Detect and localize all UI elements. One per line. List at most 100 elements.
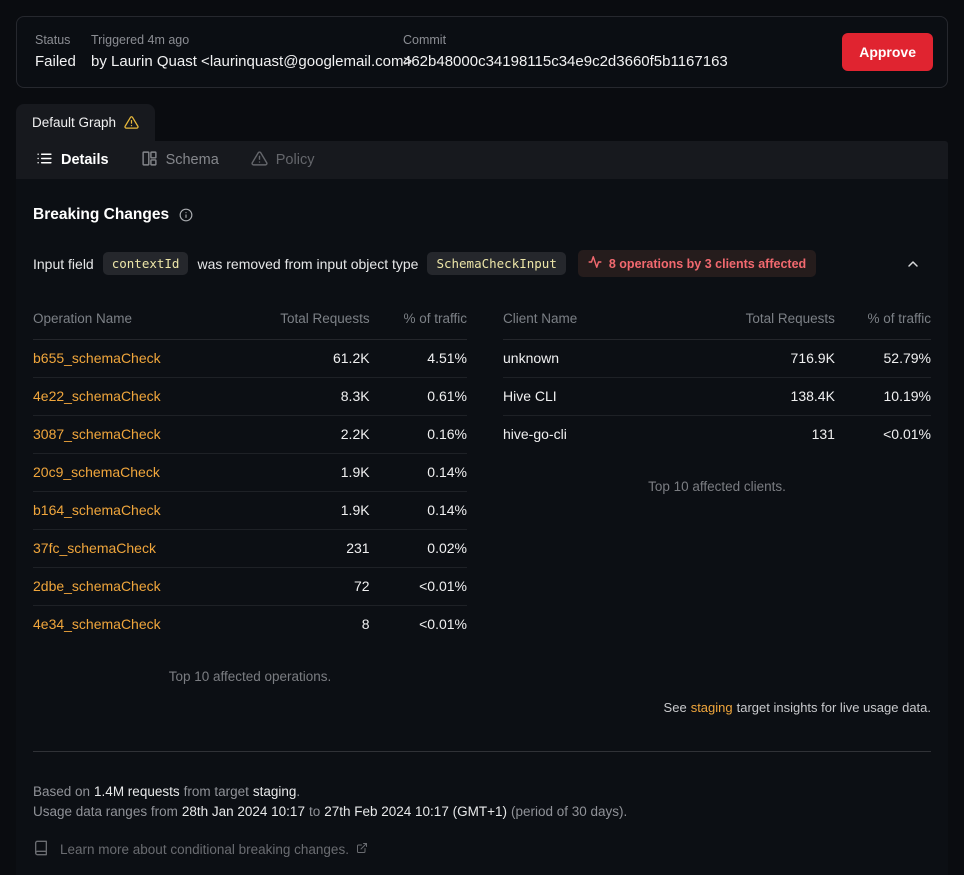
- tab-policy[interactable]: Policy: [251, 150, 314, 171]
- sentence-dot: .: [296, 784, 301, 799]
- target-name: staging: [252, 784, 297, 799]
- operations-col-name: Operation Name: [33, 311, 133, 326]
- operations-caption: Top 10 affected operations.: [168, 669, 332, 684]
- date-from: 28th Jan 2024 10:17: [181, 804, 305, 819]
- commit-hash: 462b48000c34198115c34e9c2d3660f5b1167163: [403, 52, 728, 70]
- client-row: Hive CLI 138.4K 10.19%: [503, 377, 931, 416]
- operations-table-body: b655_schemaCheck 61.2K 4.51% 4e22_schema…: [33, 339, 467, 644]
- breaking-changes-title: Breaking Changes: [33, 206, 170, 223]
- pulse-icon: [588, 255, 602, 272]
- operation-row: 2dbe_schemaCheck 72 <0.01%: [33, 567, 467, 606]
- requests-count: 1.4M requests: [94, 784, 180, 799]
- operation-traffic: 0.14%: [427, 502, 467, 518]
- operation-requests: 61.2K: [332, 350, 370, 366]
- from-target-text: from target: [183, 784, 249, 799]
- operation-link[interactable]: b164_schemaCheck: [33, 502, 161, 518]
- change-middle: was removed from input object type: [197, 255, 419, 272]
- clients-header-row: Client Name Total Requests % of traffic: [503, 299, 931, 340]
- operation-link[interactable]: b655_schemaCheck: [33, 350, 161, 366]
- status-group: Status Failed: [35, 32, 91, 73]
- client-traffic: 52.79%: [883, 350, 931, 366]
- book-icon: [33, 840, 49, 859]
- operation-requests: 8: [361, 616, 370, 632]
- insights-note: See staging target insights for live usa…: [33, 700, 931, 715]
- client-name: Hive CLI: [503, 388, 557, 404]
- info-icon[interactable]: [179, 208, 193, 222]
- schema-icon: [141, 150, 158, 171]
- operation-traffic: 4.51%: [427, 350, 467, 366]
- based-prefix: Based on: [33, 784, 91, 799]
- check-header-card: Status Failed Triggered 4m ago by Laurin…: [16, 16, 948, 88]
- operation-traffic: 0.14%: [427, 464, 467, 480]
- operation-link[interactable]: 4e34_schemaCheck: [33, 616, 161, 632]
- operation-row: b655_schemaCheck 61.2K 4.51%: [33, 339, 467, 378]
- check-tab-bar: Details Schema Policy: [16, 141, 948, 179]
- status-value: Failed: [35, 52, 76, 70]
- client-traffic: <0.01%: [883, 426, 931, 442]
- based-on-line: Based on 1.4M requests from target stagi…: [33, 782, 931, 802]
- tab-schema[interactable]: Schema: [141, 150, 219, 171]
- operations-col-traffic: % of traffic: [403, 311, 467, 326]
- details-panel: Breaking Changes Input field contextId w…: [16, 179, 948, 875]
- chevron-up-icon[interactable]: [905, 256, 921, 272]
- operation-traffic: <0.01%: [419, 578, 467, 594]
- learn-more-row: Learn more about conditional breaking ch…: [33, 840, 931, 859]
- clients-col-requests: Total Requests: [745, 311, 835, 326]
- usage-suffix: (period of 30 days).: [510, 804, 628, 819]
- list-icon: [36, 150, 53, 171]
- operation-requests: 2.2K: [340, 426, 370, 442]
- operations-col-requests: Total Requests: [280, 311, 370, 326]
- operation-link[interactable]: 2dbe_schemaCheck: [33, 578, 161, 594]
- tab-details[interactable]: Details: [36, 150, 109, 171]
- breaking-change-row[interactable]: Input field contextId was removed from i…: [33, 250, 931, 277]
- clients-caption: Top 10 affected clients.: [648, 479, 786, 494]
- graph-tab-label: Default Graph: [32, 115, 117, 130]
- status-label: Status: [35, 32, 71, 47]
- footer-divider: [33, 751, 931, 752]
- commit-label: Commit: [403, 32, 447, 47]
- staging-insights-link[interactable]: staging: [690, 700, 733, 715]
- client-requests: 716.9K: [790, 350, 835, 366]
- operation-requests: 231: [346, 540, 370, 556]
- operation-link[interactable]: 3087_schemaCheck: [33, 426, 161, 442]
- operation-row: b164_schemaCheck 1.9K 0.14%: [33, 491, 467, 530]
- operation-row: 20c9_schemaCheck 1.9K 0.14%: [33, 453, 467, 492]
- approve-button[interactable]: Approve: [842, 33, 933, 71]
- field-code-badge: contextId: [102, 252, 189, 275]
- clients-col-traffic: % of traffic: [867, 311, 931, 326]
- operation-link[interactable]: 20c9_schemaCheck: [33, 464, 160, 480]
- usage-range-line: Usage data ranges from 28th Jan 2024 10:…: [33, 802, 931, 822]
- type-code-badge: SchemaCheckInput: [427, 252, 566, 275]
- insights-note-prefix: See: [663, 700, 687, 715]
- operation-traffic: 0.02%: [427, 540, 467, 556]
- insights-note-suffix: target insights for live usage data.: [736, 700, 931, 715]
- external-link-icon: [356, 842, 368, 857]
- operations-table: Operation Name Total Requests % of traff…: [33, 299, 467, 643]
- operation-requests: 72: [354, 578, 370, 594]
- breaking-changes-heading: Breaking Changes: [33, 206, 931, 224]
- operation-requests: 1.9K: [340, 502, 370, 518]
- tab-schema-label: Schema: [165, 152, 219, 168]
- client-traffic: 10.19%: [883, 388, 931, 404]
- client-requests: 131: [811, 426, 835, 442]
- operation-requests: 8.3K: [340, 388, 370, 404]
- usage-tables: Operation Name Total Requests % of traff…: [33, 299, 931, 684]
- to-word: to: [308, 804, 321, 819]
- change-prefix: Input field: [33, 255, 94, 272]
- operation-link[interactable]: 4e22_schemaCheck: [33, 388, 161, 404]
- triggered-label: Triggered 4m ago: [91, 32, 190, 47]
- warning-triangle-icon: [124, 115, 139, 130]
- graph-tab[interactable]: Default Graph: [16, 104, 156, 141]
- affected-operations-badge: 8 operations by 3 clients affected: [577, 250, 817, 277]
- operation-row: 37fc_schemaCheck 231 0.02%: [33, 529, 467, 568]
- operation-traffic: <0.01%: [419, 616, 467, 632]
- usage-summary: Based on 1.4M requests from target stagi…: [33, 782, 931, 822]
- learn-more-link[interactable]: Learn more about conditional breaking ch…: [60, 842, 368, 857]
- operation-traffic: 0.16%: [427, 426, 467, 442]
- client-row: hive-go-cli 131 <0.01%: [503, 415, 931, 454]
- operation-row: 4e22_schemaCheck 8.3K 0.61%: [33, 377, 467, 416]
- clients-table-body: unknown 716.9K 52.79% Hive CLI 138.4K 10…: [503, 339, 931, 454]
- clients-table-container: Client Name Total Requests % of traffic …: [503, 299, 931, 684]
- operations-header-row: Operation Name Total Requests % of traff…: [33, 299, 467, 340]
- operation-link[interactable]: 37fc_schemaCheck: [33, 540, 156, 556]
